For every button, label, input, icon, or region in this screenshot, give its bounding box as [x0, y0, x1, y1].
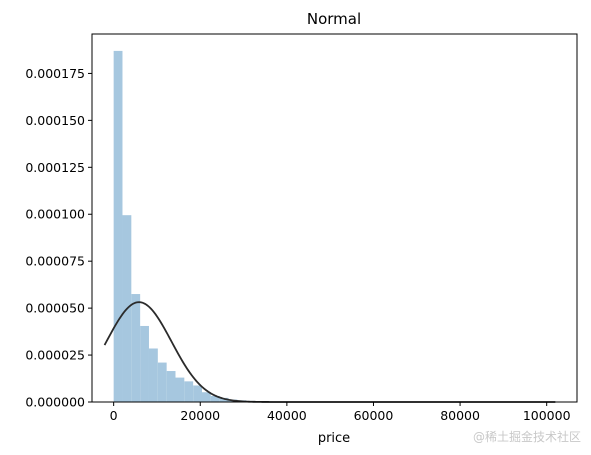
x-tick-label: 100000: [523, 408, 571, 423]
x-axis-label: price: [318, 431, 350, 446]
histogram-bars: [113, 50, 556, 403]
histogram-bar: [219, 397, 229, 402]
histogram-bar: [131, 294, 141, 402]
histogram-bar: [113, 50, 123, 403]
histogram-bar: [166, 371, 176, 402]
y-tick-label: 0.000075: [25, 254, 85, 269]
histogram-bar: [201, 392, 211, 402]
y-tick-label: 0.000100: [25, 207, 85, 222]
y-tick-label: 0.000000: [25, 395, 85, 410]
y-tick-label: 0.000125: [25, 160, 85, 175]
x-tick-label: 40000: [267, 408, 307, 423]
x-tick-label: 20000: [180, 408, 220, 423]
histogram-bar: [175, 377, 185, 402]
x-tick-label: 80000: [440, 408, 480, 423]
histogram-bar: [157, 362, 167, 402]
histogram-bar: [140, 325, 149, 402]
histogram-bar: [210, 395, 220, 402]
y-tick-label: 0.000025: [25, 348, 85, 363]
plot-frame: [91, 33, 578, 403]
x-tick-label: 60000: [354, 408, 394, 423]
y-tick-label: 0.000050: [25, 301, 85, 316]
watermark: @稀土掘金技术社区: [472, 430, 581, 444]
x-tick-label: 0: [110, 408, 118, 423]
histogram-bar: [193, 385, 202, 402]
y-tick-label: 0.000175: [25, 66, 85, 81]
y-tick-label: 0.000150: [25, 113, 85, 128]
histogram-bar: [184, 381, 194, 402]
chart-title: Normal: [307, 10, 361, 28]
x-axis-ticks: 0 20000 40000 60000 80000 100000: [110, 402, 571, 423]
y-axis-ticks: 0.000000 0.000025 0.000050 0.000075 0.000100…: [25, 66, 92, 410]
histogram-bar: [148, 348, 158, 402]
